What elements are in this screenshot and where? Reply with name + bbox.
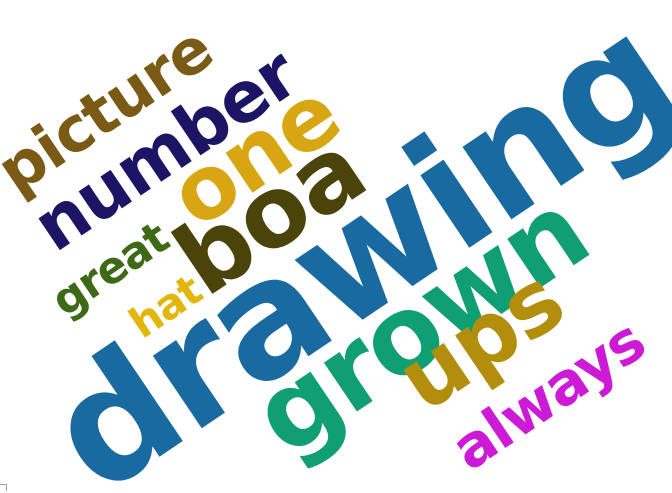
corner-mark <box>0 484 7 491</box>
